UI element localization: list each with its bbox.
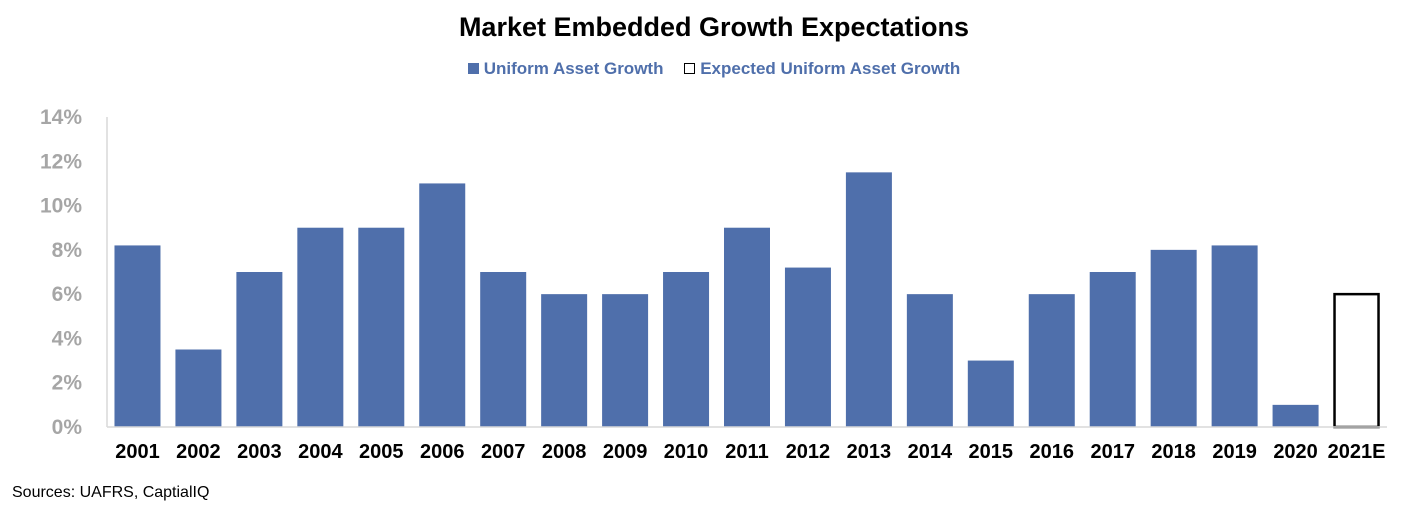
x-tick-label: 2020 [1273,441,1318,463]
y-tick-label: 14% [40,106,82,129]
legend-swatch-filled [467,63,479,74]
x-tick-label: 2007 [481,441,526,463]
bar [1028,294,1075,427]
x-tick-label: 2019 [1212,441,1257,463]
x-tick-label: 2009 [603,441,648,463]
x-tick-label: 2013 [847,441,892,463]
x-tick-label: 2003 [237,441,282,463]
legend-label-uniform-asset-growth: Uniform Asset Growth [483,59,664,78]
x-tick-label: 2017 [1090,441,1135,463]
x-tick-label: 2021E [1328,441,1386,463]
bar [1089,272,1136,427]
y-tick-label: 12% [40,150,82,173]
bar [480,272,527,427]
bar [541,294,588,427]
bar [1272,404,1319,427]
bar [1150,249,1197,427]
bar [175,349,222,427]
legend-item-expected-uniform-asset-growth: Expected Uniform Asset Growth [684,59,960,79]
bar-expected [1333,292,1380,429]
x-tick-label: 2006 [420,441,465,463]
x-tick-label: 2002 [176,441,221,463]
chart-title: Market Embedded Growth Expectations [458,12,970,42]
bar [419,183,466,427]
bar [1211,245,1258,427]
bar [297,227,344,427]
bar [358,227,405,427]
x-tick-label: 2011 [725,441,768,463]
bar [784,267,831,427]
bar [845,172,892,427]
bar [967,360,1014,427]
bars [114,172,1380,429]
bar [663,272,710,427]
legend-label-expected-uniform-asset-growth: Expected Uniform Asset Growth [700,59,961,78]
x-tick-label: 2012 [786,441,831,463]
legend-swatch-outline [684,63,696,74]
bar [114,245,161,427]
y-tick-label: 0% [52,416,83,439]
y-tick-label: 2% [52,372,83,395]
bar [236,272,283,427]
y-tick-label: 10% [40,195,82,218]
bar [602,294,649,427]
x-tick-label: 2008 [542,441,587,463]
bar [724,227,770,427]
bar [906,294,953,427]
chart-legend: Uniform Asset Growth Expected Uniform As… [0,59,1428,79]
x-tick-label: 2014 [908,441,953,463]
legend-item-uniform-asset-growth: Uniform Asset Growth [467,59,664,79]
x-tick-label: 2004 [298,441,343,463]
source-note: Sources: UAFRS, CaptialIQ [12,484,210,501]
x-axis: 2001 2002 2003 2004 2005 2006 2007 2008 2009 2010… [107,426,1387,463]
y-tick-label: 8% [52,239,83,262]
x-tick-label: 2015 [969,441,1014,463]
x-tick-label: 2005 [359,441,404,463]
y-tick-label: 6% [52,283,83,306]
x-tick-label: 2001 [115,441,160,463]
x-tick-label: 2010 [664,441,709,463]
y-axis: 0% 2% 4% 6% 8% 10% 12% 14% [40,106,108,439]
x-tick-label: 2018 [1151,441,1196,463]
y-tick-label: 4% [52,327,83,350]
x-tick-label: 2016 [1030,441,1075,463]
